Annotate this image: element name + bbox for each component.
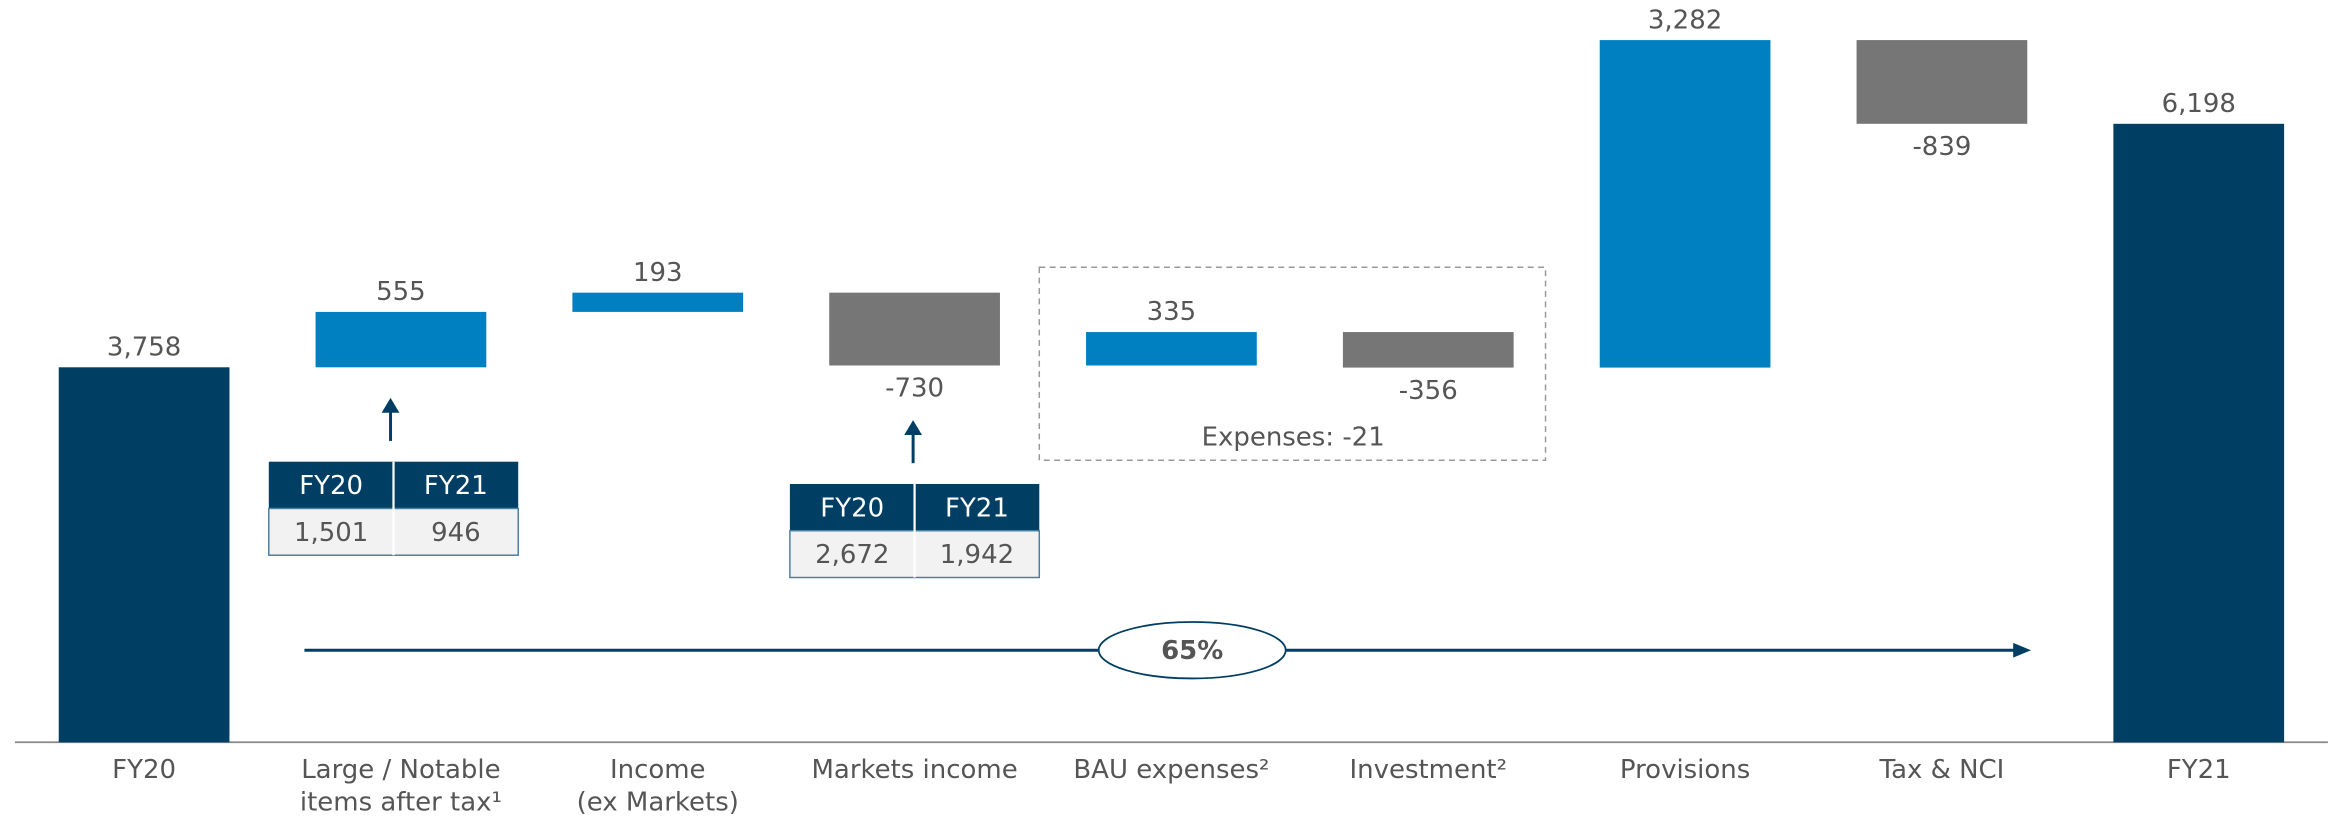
growth-ellipse: [1097, 621, 1287, 680]
value-label: 3,758: [107, 332, 181, 362]
value-label: 555: [376, 277, 426, 307]
x-tick-label: Investment²: [1350, 755, 1508, 785]
x-tick-label: FY20: [112, 755, 176, 785]
bar: [2113, 123, 2285, 743]
table-header: FY21: [945, 493, 1009, 523]
arrow-head: [381, 397, 400, 413]
x-tick-label: Markets income: [812, 755, 1018, 785]
table-value: 946: [431, 518, 481, 548]
bar: [1599, 40, 1771, 368]
table-header: FY21: [424, 471, 488, 501]
arrow-head: [904, 420, 923, 435]
value-label: 335: [1147, 297, 1197, 327]
value-label: -730: [885, 374, 944, 404]
x-tick-label: BAU expenses²: [1073, 755, 1269, 785]
bar: [572, 292, 744, 312]
group-box: [1038, 266, 1547, 461]
value-label: 3,282: [1648, 5, 1722, 35]
growth-label: 65%: [1161, 636, 1223, 666]
table-value: 1,942: [940, 540, 1014, 570]
bar: [58, 367, 230, 743]
table-header: FY20: [299, 471, 363, 501]
table-value: 2,672: [815, 540, 889, 570]
arrow-head: [2013, 642, 2031, 658]
value-label: 193: [633, 258, 683, 288]
group-label: Expenses: -21: [1202, 422, 1385, 452]
x-tick-label: Provisions: [1620, 755, 1750, 785]
bar: [315, 311, 487, 368]
x-tick-label: FY21: [2167, 755, 2231, 785]
value-label: 6,198: [2162, 89, 2236, 119]
bar: [829, 292, 1000, 366]
x-tick-label: Large / Notable: [301, 755, 500, 785]
value-label: -839: [1912, 132, 1971, 162]
x-tick-label: (ex Markets): [577, 788, 739, 818]
bar: [1856, 40, 2028, 124]
table-header: FY20: [820, 493, 884, 523]
x-tick-label: items after tax¹: [300, 788, 502, 818]
value-label: -356: [1399, 376, 1458, 406]
bar: [1086, 332, 1257, 366]
table-value: 1,501: [294, 518, 368, 548]
x-tick-label: Income: [610, 755, 706, 785]
bar: [1342, 332, 1514, 368]
x-tick-label: Tax & NCI: [1879, 755, 2005, 785]
